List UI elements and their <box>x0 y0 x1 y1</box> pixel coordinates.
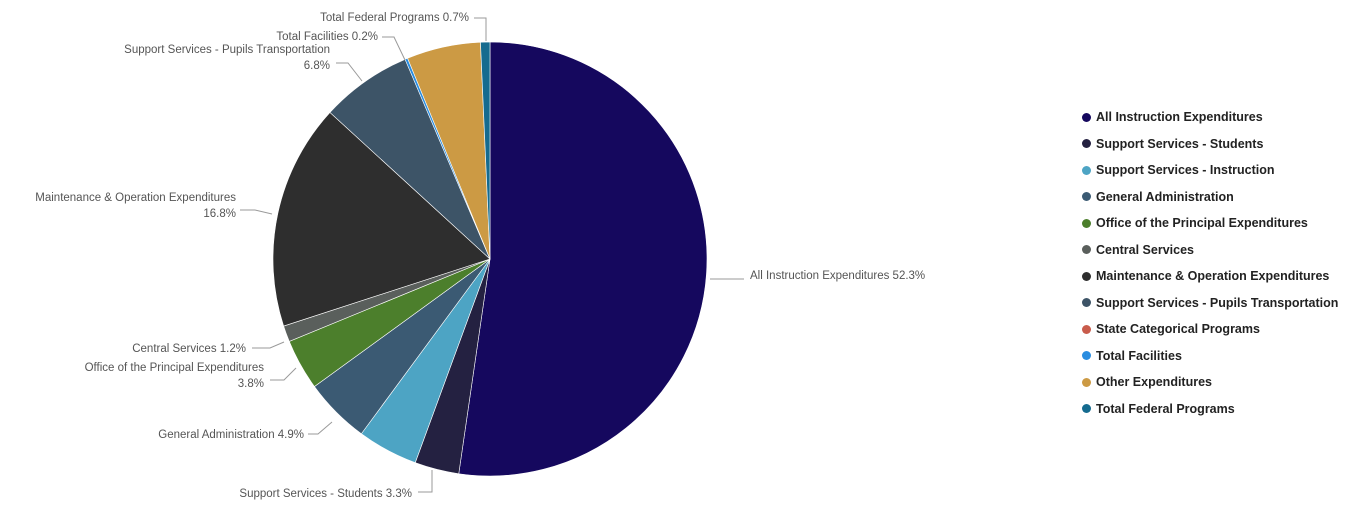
legend-swatch <box>1082 192 1091 202</box>
legend-swatch <box>1082 245 1091 255</box>
data-label-4: Office of the Principal Expenditures 3.8% <box>85 362 265 390</box>
legend-swatch <box>1082 112 1091 122</box>
legend-item-2[interactable]: Support Services - Instruction <box>1082 157 1367 184</box>
legend-swatch <box>1082 377 1091 387</box>
legend-item-6[interactable]: Maintenance & Operation Expenditures <box>1082 263 1367 290</box>
legend-label: Total Facilities <box>1096 348 1182 363</box>
data-label-7: Support Services - Pupils Transportation… <box>124 44 330 72</box>
legend-label: Office of the Principal Expenditures <box>1096 216 1308 231</box>
legend-label: Other Expenditures <box>1096 375 1212 390</box>
legend-swatch <box>1082 298 1091 308</box>
legend-swatch <box>1082 218 1091 228</box>
data-label-6: Maintenance & Operation Expenditures 16.8… <box>35 192 236 220</box>
pie-slice-0[interactable] <box>458 41 708 477</box>
chart-legend: All Instruction Expenditures Support Serv… <box>1082 104 1367 422</box>
data-label-3: General Administration 4.9% <box>158 429 304 441</box>
legend-swatch <box>1082 271 1091 281</box>
legend-label: Central Services <box>1096 242 1194 257</box>
leader-line-7 <box>336 62 363 82</box>
legend-label: Support Services - Instruction <box>1096 163 1275 178</box>
data-label-0: All Instruction Expenditures 52.3% <box>750 270 925 282</box>
legend-label: Support Services - Pupils Transportation <box>1096 295 1339 310</box>
legend-label: Maintenance & Operation Expenditures <box>1096 269 1330 284</box>
pie-slice-11[interactable] <box>480 41 491 260</box>
legend-label: Total Federal Programs <box>1096 401 1235 416</box>
legend-swatch <box>1082 351 1091 361</box>
legend-item-4[interactable]: Office of the Principal Expenditures <box>1082 210 1367 237</box>
data-label-5: Central Services 1.2% <box>132 343 246 355</box>
legend-label: Support Services - Students <box>1096 136 1264 151</box>
legend-label: All Instruction Expenditures <box>1096 110 1263 125</box>
legend-label: State Categorical Programs <box>1096 322 1260 337</box>
leader-line-11 <box>474 17 487 41</box>
data-label-9: Total Facilities 0.2% <box>276 31 378 43</box>
legend-swatch <box>1082 139 1091 149</box>
data-labels: All Instruction Expenditures 52.3% Suppor… <box>35 12 925 500</box>
legend-item-8[interactable]: State Categorical Programs <box>1082 316 1367 343</box>
leader-line-5 <box>252 341 285 349</box>
legend-item-11[interactable]: Total Federal Programs <box>1082 396 1367 423</box>
legend-item-7[interactable]: Support Services - Pupils Transportation <box>1082 290 1367 317</box>
legend-swatch <box>1082 324 1091 334</box>
legend-item-10[interactable]: Other Expenditures <box>1082 369 1367 396</box>
legend-swatch <box>1082 165 1091 175</box>
legend-item-3[interactable]: General Administration <box>1082 184 1367 211</box>
data-label-1: Support Services - Students 3.3% <box>239 488 412 500</box>
pie-slices <box>272 41 708 477</box>
leader-line-1 <box>418 470 433 493</box>
legend-item-9[interactable]: Total Facilities <box>1082 343 1367 370</box>
leader-lines <box>240 17 744 493</box>
leader-line-4 <box>270 367 297 381</box>
pie-chart: All Instruction Expenditures 52.3% Suppor… <box>35 12 925 500</box>
legend-label: General Administration <box>1096 189 1234 204</box>
legend-item-0[interactable]: All Instruction Expenditures <box>1082 104 1367 131</box>
leader-line-3 <box>308 421 333 435</box>
legend-swatch <box>1082 404 1091 414</box>
leader-line-6 <box>240 209 273 215</box>
pie-slice-6[interactable] <box>272 112 491 327</box>
leader-line-9 <box>382 36 406 61</box>
legend-item-5[interactable]: Central Services <box>1082 237 1367 264</box>
legend-item-1[interactable]: Support Services - Students <box>1082 131 1367 158</box>
data-label-11: Total Federal Programs 0.7% <box>320 12 469 24</box>
